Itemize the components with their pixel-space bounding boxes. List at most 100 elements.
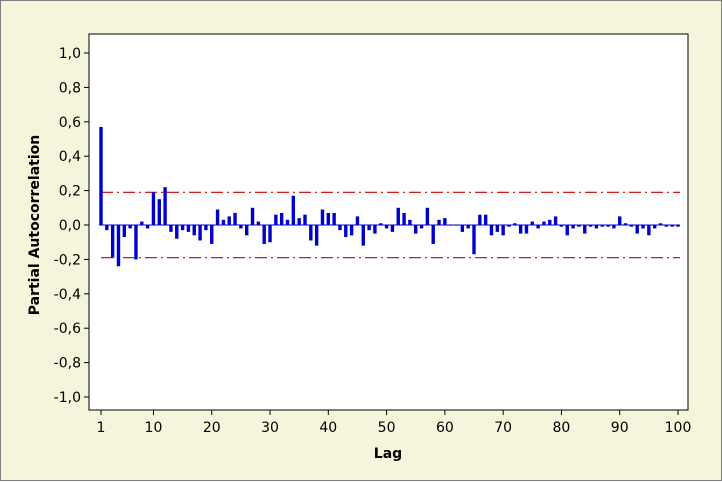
- pacf-bar: [518, 225, 523, 234]
- x-tick-label: 10: [145, 420, 163, 436]
- pacf-bar: [542, 221, 546, 225]
- pacf-bar: [227, 216, 231, 225]
- y-tick-label: -1,0: [54, 390, 81, 406]
- pacf-bar: [606, 225, 610, 227]
- x-tick-label: 80: [553, 420, 571, 436]
- pacf-bar: [262, 225, 266, 244]
- pacf-bar: [478, 214, 482, 225]
- y-tick-label: -0,4: [54, 287, 81, 303]
- y-tick-label: 1,0: [59, 46, 81, 62]
- pacf-bar: [612, 225, 616, 229]
- x-tick-label: 90: [611, 420, 629, 436]
- x-tick-label: 100: [665, 420, 692, 436]
- pacf-bar: [169, 225, 173, 232]
- pacf-bar: [437, 219, 441, 225]
- pacf-bar: [600, 225, 604, 227]
- pacf-bar: [332, 212, 336, 225]
- x-tick-label: 50: [378, 420, 396, 436]
- pacf-bar: [110, 225, 115, 258]
- pacf-bar: [314, 225, 319, 246]
- x-tick-label: 70: [494, 420, 512, 436]
- pacf-bar: [571, 225, 575, 229]
- pacf-bar: [285, 219, 290, 225]
- pacf-bar: [536, 225, 540, 229]
- pacf-bar: [460, 225, 465, 232]
- y-tick-label: 0,4: [59, 149, 81, 165]
- pacf-bar: [559, 225, 564, 227]
- pacf-bar: [274, 214, 278, 225]
- pacf-bar: [495, 225, 500, 232]
- pacf-bar: [577, 225, 581, 227]
- pacf-bar: [513, 223, 517, 225]
- pacf-bar: [641, 225, 645, 229]
- pacf-bar: [466, 225, 470, 229]
- pacf-bar: [670, 225, 674, 227]
- pacf-bar: [291, 195, 296, 225]
- pacf-bar: [245, 225, 249, 236]
- pacf-bar: [507, 225, 511, 227]
- pacf-bar: [163, 187, 167, 225]
- x-tick-label: 40: [319, 420, 337, 436]
- pacf-bar: [443, 218, 447, 225]
- y-tick-label: -0,8: [54, 356, 81, 372]
- pacf-bar: [524, 225, 529, 234]
- x-tick-label: 30: [261, 420, 279, 436]
- pacf-bar: [379, 223, 383, 225]
- y-axis-title: Partial Autocorrelation: [27, 135, 43, 316]
- pacf-bar: [414, 225, 418, 234]
- pacf-bar: [239, 225, 243, 229]
- pacf-bar: [565, 225, 569, 236]
- pacf-bar: [373, 225, 377, 234]
- pacf-bar: [140, 221, 144, 225]
- pacf-bar: [175, 225, 179, 239]
- pacf-bar: [652, 225, 657, 229]
- pacf-bar: [594, 225, 599, 229]
- pacf-bar: [309, 225, 313, 241]
- pacf-bar: [548, 219, 552, 225]
- pacf-bar: [180, 225, 185, 231]
- pacf-bar: [629, 225, 634, 227]
- pacf-bar: [454, 225, 459, 226]
- pacf-bar: [204, 225, 208, 231]
- pacf-bar: [134, 225, 138, 260]
- pacf-bar: [396, 207, 400, 225]
- pacf-bar: [303, 214, 307, 225]
- pacf-bar: [128, 225, 132, 229]
- x-tick-label: 1: [97, 420, 106, 436]
- pacf-bar: [384, 225, 389, 229]
- pacf-bar: [489, 225, 494, 236]
- y-tick-label: 0,6: [59, 115, 81, 131]
- y-axis: -1,0 -0,8 -0,6 -0,4 -0,2 0,0 0,2 0,4 0,6 0,8 1,0: [54, 46, 89, 406]
- pacf-bar: [349, 225, 354, 236]
- pacf-bar: [279, 212, 284, 225]
- pacf-bar: [676, 225, 680, 227]
- pacf-bar: [221, 219, 226, 225]
- pacf-bar: [157, 199, 161, 225]
- x-axis: 1 10 20 30 40 50 60 70 80 90 100: [97, 410, 692, 436]
- pacf-bar: [99, 126, 103, 225]
- y-tick-label: -0,6: [54, 321, 81, 337]
- pacf-bar: [361, 225, 365, 246]
- pacf-bar: [145, 225, 150, 229]
- x-tick-label: 60: [436, 420, 454, 436]
- pacf-bars: [99, 126, 680, 267]
- pacf-bar: [233, 212, 237, 225]
- pacf-bar: [186, 225, 191, 232]
- y-tick-label: 0,8: [59, 80, 81, 96]
- pacf-bar: [344, 225, 348, 238]
- pacf-bar: [338, 225, 342, 231]
- y-tick-label: 0,0: [59, 218, 81, 234]
- pacf-bar: [658, 223, 663, 225]
- pacf-bar: [122, 225, 127, 238]
- pacf-bar: [268, 225, 272, 243]
- pacf-bar: [635, 225, 639, 234]
- pacf-bar: [326, 212, 331, 225]
- pacf-bar: [210, 225, 214, 244]
- pacf-bar: [623, 223, 628, 225]
- pacf-bar: [647, 225, 651, 236]
- pacf-bar: [390, 225, 395, 232]
- pacf-bar: [553, 216, 558, 225]
- pacf-bar: [501, 225, 505, 236]
- pacf-bar: [472, 225, 476, 255]
